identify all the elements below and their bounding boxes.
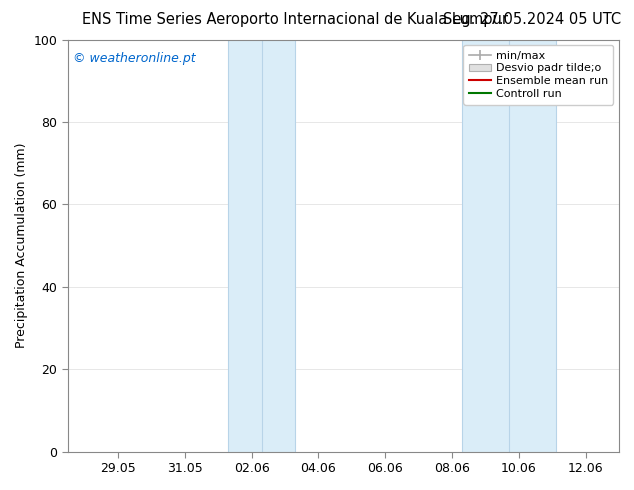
Text: Seg. 27.05.2024 05 UTC: Seg. 27.05.2024 05 UTC	[443, 12, 621, 27]
Text: © weatheronline.pt: © weatheronline.pt	[74, 52, 196, 65]
Text: ENS Time Series Aeroporto Internacional de Kuala Lumpur: ENS Time Series Aeroporto Internacional …	[82, 12, 508, 27]
Bar	[228, 40, 295, 452]
Bar	[462, 40, 555, 452]
Y-axis label: Precipitation Accumulation (mm): Precipitation Accumulation (mm)	[15, 143, 28, 348]
Legend: min/max, Desvio padr tilde;o, Ensemble mean run, Controll run: min/max, Desvio padr tilde;o, Ensemble m…	[463, 45, 614, 104]
